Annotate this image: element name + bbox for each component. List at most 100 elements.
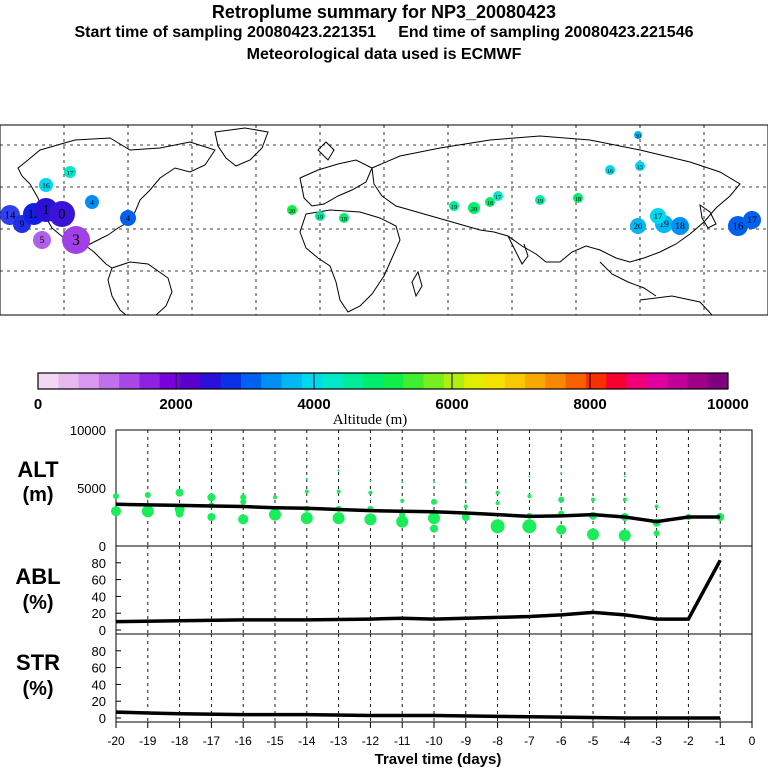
colorbar-tick-label: 8000 xyxy=(573,396,606,413)
colorbar-cell xyxy=(139,373,161,389)
alt-scatter-point xyxy=(623,475,626,478)
x-tick-label: -20 xyxy=(107,734,125,748)
alt-scatter-point xyxy=(369,480,372,483)
alt-scatter-point xyxy=(368,490,373,495)
marker-label: 5 xyxy=(40,235,45,246)
marker-label: 19 xyxy=(317,215,323,221)
trajectory-marker: 20 xyxy=(630,218,646,234)
alt-scatter-point xyxy=(141,505,154,518)
marker-label: 18 xyxy=(675,221,685,232)
abl-axis-name: ABL xyxy=(15,564,60,589)
sampling-times: Start time of sampling 20080423.221351 E… xyxy=(0,24,768,42)
x-tick-label: -3 xyxy=(651,734,662,748)
colorbar-cell xyxy=(565,373,587,389)
alt-scatter-point xyxy=(111,506,121,517)
x-tick-label: -19 xyxy=(139,734,157,748)
trajectory-marker: 18 xyxy=(573,193,583,203)
colorbar-cell xyxy=(687,373,709,389)
x-axis-ticks: -20 -19 -18 -17 -16 -15 -14 -13 -12 -11 -10 -9 -8 -7-… xyxy=(107,722,756,748)
marker-label: 17 xyxy=(654,211,663,221)
alt-scatter-point xyxy=(587,528,599,541)
alt-scatter-point xyxy=(401,481,404,484)
alt-scatter-point xyxy=(304,489,309,494)
trajectory-marker: 19 xyxy=(315,211,325,221)
abl-tick-label: 80 xyxy=(92,556,106,571)
end-time: End time of sampling 20080423.221546 xyxy=(398,24,694,41)
alt-panel: ALT (m) 10000 5000 0 xyxy=(17,423,753,554)
colorbar-cell xyxy=(504,373,526,389)
alt-scatter-point xyxy=(495,490,500,495)
alt-scatter-point xyxy=(591,497,595,502)
colorbar-cell xyxy=(119,373,140,389)
str-tick-label: 0 xyxy=(99,711,106,726)
marker-label: 0 xyxy=(58,207,65,223)
alt-tick-label: 0 xyxy=(99,539,106,554)
trajectory-marker: 20 xyxy=(287,205,297,215)
colorbar-cell xyxy=(78,373,100,389)
x-tick-label: -14 xyxy=(298,734,316,748)
trajectory-marker: 17 xyxy=(64,166,76,178)
colorbar-cell xyxy=(240,373,262,389)
alt-scatter-point xyxy=(240,498,247,505)
x-tick-label: -7 xyxy=(524,734,535,748)
alt-scatter-point xyxy=(396,515,409,528)
marker-label: 15 xyxy=(637,165,643,171)
alt-scatter-point xyxy=(336,489,341,494)
colorbar-cell xyxy=(585,373,607,389)
chart-title: Retroplume summary for NP3_20080423 xyxy=(211,2,557,22)
marker-label: 16 xyxy=(607,169,613,175)
alt-axis-unit: (m) xyxy=(22,484,53,506)
coastlines xyxy=(17,127,741,316)
x-tick-label: 0 xyxy=(749,734,756,748)
x-tick-label: -8 xyxy=(492,734,503,748)
marker-label: 16 xyxy=(733,221,745,233)
alt-scatter-point xyxy=(430,524,438,533)
colorbar-cell xyxy=(667,373,688,389)
x-tick-label: -15 xyxy=(266,734,284,748)
trajectory-marker: 0 xyxy=(49,201,75,227)
x-tick-label: -11 xyxy=(394,734,411,748)
colorbar-cell xyxy=(301,373,323,389)
colorbar-tick-label: 4000 xyxy=(297,396,330,413)
alt-scatter-point xyxy=(175,488,184,497)
colorbar-cell xyxy=(646,373,668,389)
met-data-line: Meteorological data used is ECMWF xyxy=(246,46,522,63)
str-axis-name: STR xyxy=(16,650,60,675)
trajectory-marker: 20 xyxy=(468,202,480,214)
x-tick-label: -5 xyxy=(588,734,599,748)
str-tick-label: 80 xyxy=(92,644,106,659)
colorbar-cell xyxy=(98,373,120,389)
alt-scatter-point xyxy=(622,497,627,502)
str-line xyxy=(115,710,721,720)
marker-label: 17 xyxy=(67,170,74,177)
trajectory-marker: 30 xyxy=(634,131,642,140)
alt-scatter-point xyxy=(332,512,345,525)
alt-scatter-point xyxy=(337,469,340,472)
colorbar-cell xyxy=(443,373,465,389)
alt-scatter-point xyxy=(240,494,247,501)
colorbar-cells xyxy=(38,373,729,389)
alt-scatter-point xyxy=(618,529,631,542)
trajectory-marker: 17 xyxy=(743,211,761,229)
trajectory-marker: 17 xyxy=(650,208,666,224)
colorbar-cell xyxy=(525,373,546,389)
alt-scatter-point xyxy=(558,496,565,503)
x-tick-label: -10 xyxy=(425,734,443,748)
alt-scatter-point xyxy=(495,501,500,506)
marker-label: 17 xyxy=(747,215,757,226)
abl-line xyxy=(115,559,722,624)
colorbar-cell xyxy=(159,373,181,389)
alt-scatter-point xyxy=(207,513,216,521)
colorbar-cell xyxy=(38,373,59,389)
alt-scatter-point xyxy=(238,514,249,525)
colorbar-cell xyxy=(545,373,567,389)
alt-scatter-point xyxy=(305,477,308,480)
trajectory-marker: 17 xyxy=(493,191,503,201)
trajectory-marker: 18 xyxy=(339,213,349,223)
alt-axis-name: ALT xyxy=(17,457,59,482)
colorbar-cell xyxy=(464,373,485,389)
alt-scatter-point xyxy=(269,508,281,521)
x-tick-label: -16 xyxy=(235,734,253,748)
